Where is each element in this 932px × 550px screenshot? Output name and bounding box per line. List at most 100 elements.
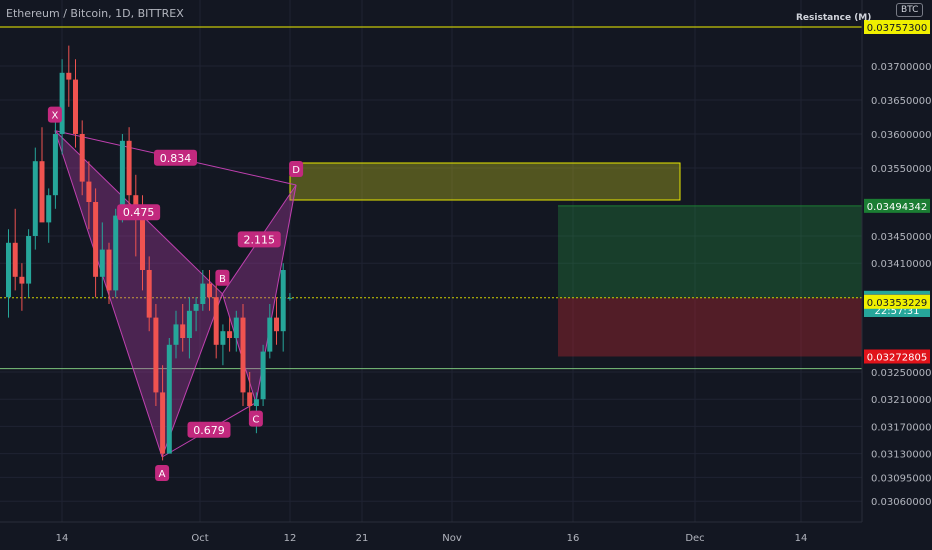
candle-body bbox=[193, 304, 199, 311]
candle-body bbox=[186, 310, 192, 338]
candle-body bbox=[39, 161, 45, 223]
y-tick-label: 0.03210000 bbox=[871, 395, 931, 406]
y-tick-label: 0.03600000 bbox=[871, 130, 931, 141]
candle-body bbox=[73, 79, 78, 134]
candle-body bbox=[126, 140, 132, 196]
loss-zone bbox=[558, 297, 862, 357]
candle-body bbox=[119, 140, 125, 216]
ratio-label: 0.834 bbox=[160, 152, 192, 165]
candle-body bbox=[66, 72, 72, 80]
y-tick-label: 0.03650000 bbox=[871, 96, 931, 107]
y-tick-label: 0.03250000 bbox=[871, 368, 931, 379]
pattern-point-bg bbox=[289, 161, 304, 177]
time-axis-bg bbox=[0, 522, 862, 550]
price-tag-bg bbox=[864, 20, 930, 34]
price-tag: 0.03353229 bbox=[867, 298, 927, 309]
prz-box bbox=[289, 162, 681, 201]
price-tag-bg bbox=[864, 349, 930, 364]
ratio-label-bg bbox=[237, 231, 281, 248]
pattern-point-bg bbox=[215, 269, 230, 286]
candle-body bbox=[153, 317, 159, 393]
price-tag-bg bbox=[864, 294, 930, 309]
candle-body bbox=[99, 249, 105, 277]
candle-body bbox=[160, 392, 166, 454]
y-tick-label: 0.03130000 bbox=[871, 450, 931, 461]
candle-body bbox=[106, 249, 112, 291]
y-tick-label: 0.03550000 bbox=[871, 164, 931, 175]
pattern-point-bg bbox=[155, 465, 170, 481]
candle-body bbox=[274, 317, 279, 332]
currency-badge[interactable]: BTC bbox=[896, 3, 924, 17]
x-tick-label: Dec bbox=[685, 533, 704, 544]
chart-title: Ethereum / Bitcoin, 1D, BITTREX bbox=[6, 7, 184, 20]
candle-body bbox=[146, 270, 152, 318]
ratio-label: 0.475 bbox=[123, 206, 155, 219]
y-tick-label: 0.03450000 bbox=[871, 232, 931, 243]
candle-body bbox=[113, 215, 119, 291]
resistance-label: Resistance (M) bbox=[796, 13, 872, 23]
candle-body bbox=[267, 317, 273, 352]
candle-body bbox=[247, 392, 253, 406]
candle-body bbox=[93, 202, 99, 277]
price-axis-bg bbox=[862, 0, 932, 550]
candle-body bbox=[173, 324, 179, 345]
candle-body bbox=[280, 270, 286, 332]
candle-body bbox=[287, 297, 293, 299]
candle-body bbox=[200, 283, 206, 304]
candle-body bbox=[46, 195, 52, 223]
price-tag: 22:57:31 bbox=[875, 306, 920, 317]
candle-body bbox=[52, 134, 58, 196]
candle-body bbox=[207, 283, 212, 298]
price-tag: 0.03272805 bbox=[867, 352, 927, 363]
y-tick-label: 0.03700000 bbox=[871, 62, 931, 73]
candle-body bbox=[227, 331, 233, 338]
candle-body bbox=[166, 344, 172, 454]
candle-body bbox=[133, 195, 139, 209]
candle-body bbox=[12, 242, 18, 277]
candle-body bbox=[6, 242, 11, 298]
candle-body bbox=[260, 351, 266, 400]
pattern-point-b: B bbox=[219, 274, 226, 285]
candle-body bbox=[253, 399, 259, 406]
candle-body bbox=[86, 181, 92, 202]
ratio-label-bg bbox=[117, 204, 161, 221]
candle-body bbox=[59, 72, 65, 134]
candle-body bbox=[180, 324, 186, 338]
candle-body bbox=[79, 134, 85, 182]
y-tick-label: 0.03060000 bbox=[871, 497, 931, 508]
pattern-point-x: X bbox=[51, 111, 58, 122]
x-tick-label: 12 bbox=[284, 533, 297, 544]
ratio-label: 2.115 bbox=[244, 233, 276, 246]
price-tag-bg bbox=[864, 198, 930, 213]
candle-body bbox=[19, 276, 25, 284]
price-tag: 0.03757300 bbox=[867, 23, 927, 34]
x-tick-label: Oct bbox=[191, 533, 208, 544]
ratio-label-bg bbox=[187, 421, 231, 438]
ratio-label-bg bbox=[154, 149, 197, 166]
pattern-point-d: D bbox=[292, 165, 300, 176]
candle-body bbox=[26, 236, 32, 284]
pattern-point-a: A bbox=[159, 469, 166, 480]
x-tick-label: Nov bbox=[442, 533, 462, 544]
candle-body bbox=[220, 331, 226, 345]
x-tick-label: 21 bbox=[356, 533, 369, 544]
pattern-point-bg bbox=[47, 106, 62, 123]
y-tick-label: 0.03410000 bbox=[871, 259, 931, 270]
harmonic-leg bbox=[221, 293, 257, 403]
pattern-point-bg bbox=[248, 410, 263, 427]
y-tick-label: 0.03095000 bbox=[871, 473, 931, 484]
x-tick-label: 14 bbox=[795, 533, 808, 544]
ratio-label: 0.679 bbox=[193, 424, 225, 437]
harmonic-leg bbox=[161, 293, 223, 458]
candle-body bbox=[140, 208, 145, 270]
pattern-point-c: C bbox=[252, 415, 259, 426]
x-tick-label: 16 bbox=[567, 533, 580, 544]
x-tick-label: 14 bbox=[56, 533, 69, 544]
candle-body bbox=[213, 297, 219, 345]
candle-body bbox=[32, 161, 38, 236]
profit-zone bbox=[558, 205, 862, 298]
candle-body bbox=[233, 317, 239, 338]
price-tag: 0.03494342 bbox=[867, 202, 927, 213]
candle-body bbox=[240, 317, 246, 393]
